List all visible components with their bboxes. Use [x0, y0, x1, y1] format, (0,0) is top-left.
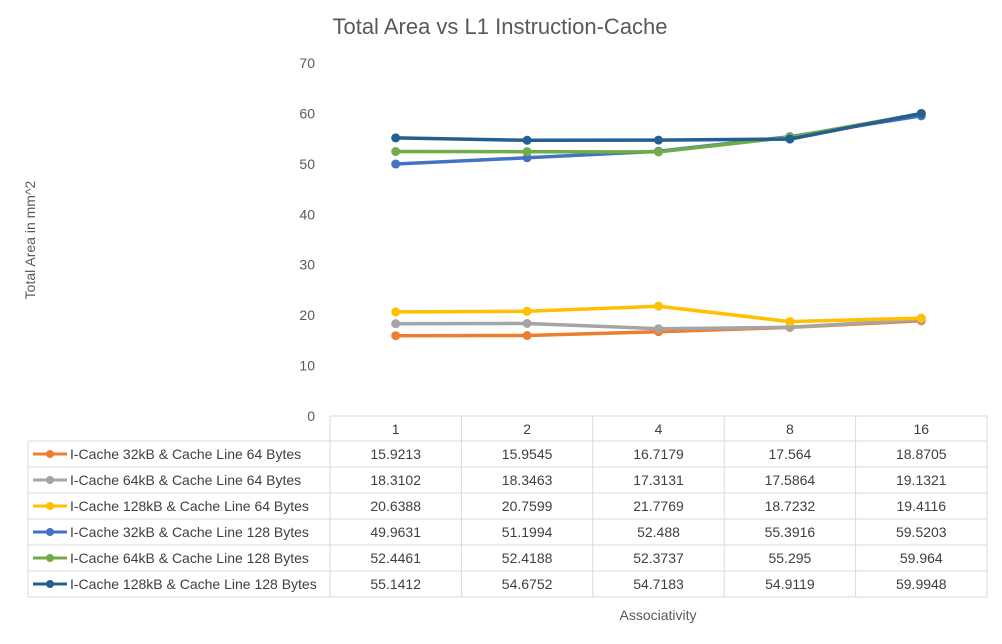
legend-key-marker [46, 502, 54, 510]
legend-key-marker [46, 580, 54, 588]
legend-key-marker [46, 528, 54, 536]
y-tick-label: 10 [299, 358, 315, 374]
data-point [916, 313, 926, 323]
y-tick-label: 60 [299, 105, 315, 121]
data-label: 52.3737 [633, 550, 684, 566]
data-label: 20.6388 [370, 498, 421, 514]
data-point [522, 153, 532, 163]
data-label: 16.7179 [633, 446, 684, 462]
legend-entry: I-Cache 64kB & Cache Line 128 Bytes [70, 550, 309, 566]
legend-key-marker [46, 554, 54, 562]
data-point [916, 108, 926, 118]
data-label: 52.4461 [370, 550, 421, 566]
y-axis-ticks: 0 10 20 30 40 50 60 70 [299, 55, 315, 424]
y-axis-label: Total Area in mm^2 [22, 180, 38, 299]
data-point [522, 306, 532, 316]
data-label: 15.9213 [370, 446, 421, 462]
data-label: 54.6752 [502, 576, 553, 592]
data-label: 17.564 [768, 446, 811, 462]
data-label: 54.7183 [633, 576, 684, 592]
data-point [654, 301, 663, 311]
series-lines [391, 108, 926, 341]
data-point [391, 159, 401, 169]
x-tick-label: 8 [786, 421, 794, 437]
x-tick-label: 2 [523, 421, 531, 437]
series-line [395, 111, 922, 154]
data-point [522, 135, 532, 145]
data-label: 49.9631 [370, 524, 421, 540]
data-label: 20.7599 [502, 498, 553, 514]
legend-entry: I-Cache 128kB & Cache Line 64 Bytes [70, 498, 309, 514]
y-tick-label: 20 [299, 307, 315, 323]
data-point [391, 319, 401, 329]
data-label: 59.964 [900, 550, 943, 566]
data-label: 15.9545 [502, 446, 553, 462]
data-label: 51.1994 [502, 524, 553, 540]
y-tick-label: 30 [299, 257, 315, 273]
data-point [391, 307, 401, 317]
data-point [391, 331, 401, 341]
x-axis-label: Associativity [619, 607, 696, 623]
data-label: 17.3131 [633, 472, 684, 488]
data-point [785, 134, 795, 144]
data-label: 52.488 [637, 524, 680, 540]
data-label: 54.9119 [765, 576, 815, 592]
legend-entry: I-Cache 64kB & Cache Line 64 Bytes [70, 472, 301, 488]
data-point [391, 147, 401, 157]
x-tick-label: 4 [655, 421, 663, 437]
data-point [522, 318, 532, 328]
legend-entry: I-Cache 32kB & Cache Line 64 Bytes [70, 446, 301, 462]
y-tick-label: 0 [307, 408, 315, 424]
data-label: 17.5864 [765, 472, 816, 488]
data-label: 18.3102 [370, 472, 421, 488]
data-label: 21.7769 [633, 498, 684, 514]
legend-key-marker [46, 450, 54, 458]
legend-entry: I-Cache 32kB & Cache Line 128 Bytes [70, 524, 309, 540]
data-table: 1 2 4 8 16 I-Cache 32kB & Cache Line 64 Bytes… [27, 415, 988, 598]
data-label: 59.9948 [896, 576, 947, 592]
data-point [785, 317, 795, 327]
data-label: 55.1412 [370, 576, 421, 592]
data-label: 18.8705 [896, 446, 947, 462]
data-label: 59.5203 [896, 524, 947, 540]
data-point [654, 324, 663, 334]
data-label: 55.295 [768, 550, 811, 566]
data-label: 18.7232 [765, 498, 816, 514]
data-label: 19.4116 [897, 498, 947, 514]
data-label: 19.1321 [896, 472, 947, 488]
legend-key-marker [46, 476, 54, 484]
data-point [522, 147, 532, 157]
data-label: 52.4188 [502, 550, 553, 566]
y-tick-label: 50 [299, 156, 315, 172]
data-point [522, 331, 532, 341]
legend-entry: I-Cache 128kB & Cache Line 128 Bytes [70, 576, 317, 592]
data-point [654, 135, 663, 145]
data-label: 55.3916 [765, 524, 816, 540]
data-label: 18.3463 [502, 472, 553, 488]
chart-title: Total Area vs L1 Instruction-Cache [332, 14, 667, 39]
y-tick-label: 40 [299, 206, 315, 222]
x-tick-label: 16 [914, 421, 930, 437]
y-tick-label: 70 [299, 55, 315, 71]
data-point [391, 133, 401, 143]
data-point [654, 147, 663, 157]
x-tick-label: 1 [392, 421, 400, 437]
